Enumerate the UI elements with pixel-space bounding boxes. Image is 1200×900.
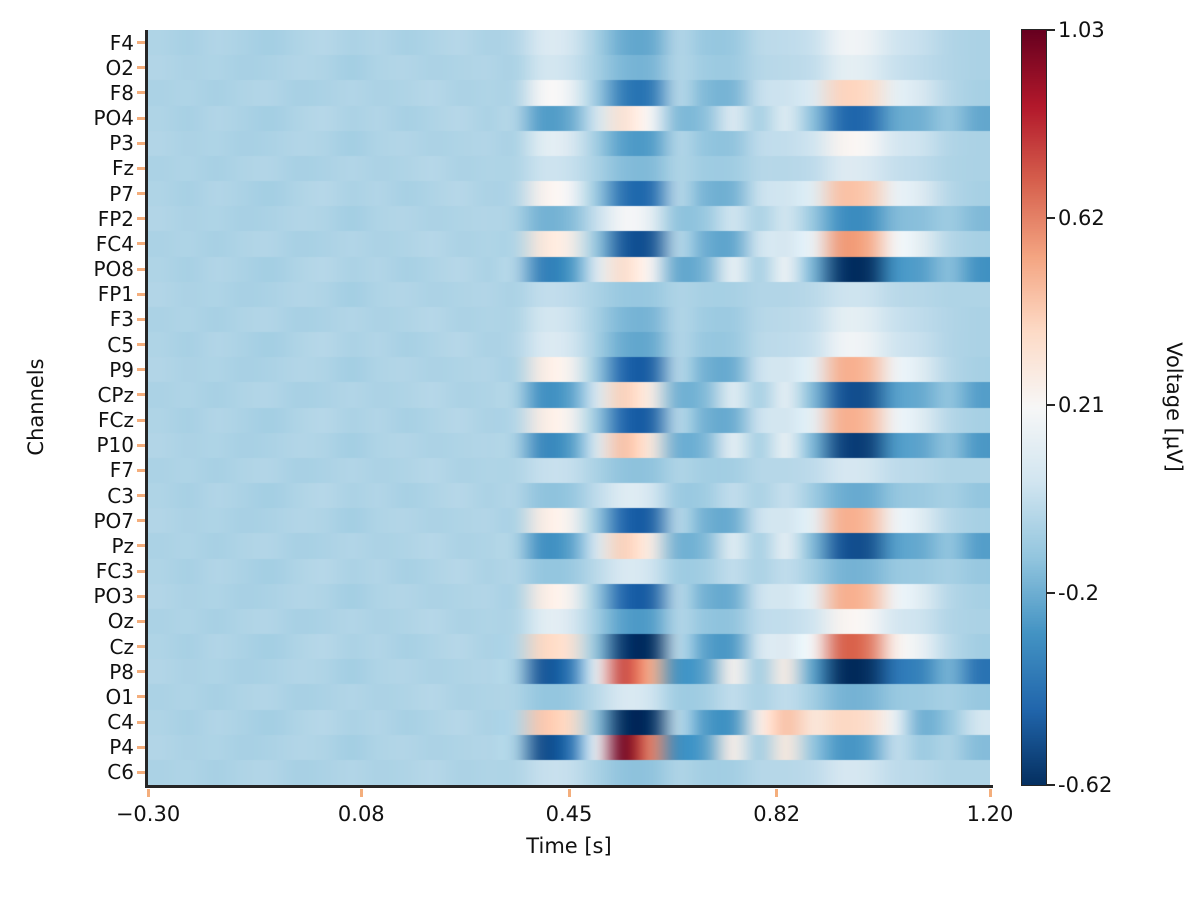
y-tick <box>137 141 145 145</box>
x-tick <box>775 789 779 797</box>
x-axis-spine <box>145 785 993 788</box>
channel-label: FCz <box>98 408 134 433</box>
y-tick <box>137 393 145 397</box>
colorbar-tick-label: 0.21 <box>1058 393 1105 418</box>
y-tick <box>137 116 145 120</box>
x-tick-label: 1.20 <box>966 802 1014 826</box>
channel-label: F3 <box>109 307 134 332</box>
x-tick <box>567 789 571 797</box>
colorbar-tick <box>1046 216 1055 219</box>
channel-label: PO3 <box>93 584 134 609</box>
colorbar-tick-label: 0.62 <box>1058 205 1105 230</box>
colorbar-title: Voltage [µV] <box>1162 342 1186 472</box>
y-tick <box>137 745 145 749</box>
channel-label: Oz <box>107 609 134 634</box>
channel-label: P7 <box>109 181 134 206</box>
x-tick-label: 0.82 <box>753 802 801 826</box>
y-tick <box>137 166 145 170</box>
channel-label: CPz <box>97 382 134 407</box>
channel-label: F4 <box>109 30 134 55</box>
channel-label: P4 <box>109 735 134 760</box>
colorbar-tick <box>1046 784 1055 786</box>
y-tick <box>137 292 145 296</box>
colorbar-tick <box>1046 591 1055 594</box>
channel-label: O1 <box>105 684 134 709</box>
y-tick <box>137 594 145 598</box>
y-axis-spine <box>145 30 148 788</box>
x-tick <box>146 789 150 797</box>
y-tick <box>137 695 145 699</box>
y-tick <box>137 645 145 649</box>
channel-label: C5 <box>107 332 134 357</box>
channel-label: F7 <box>109 458 134 483</box>
channel-label: P8 <box>109 659 134 684</box>
channel-label: FC3 <box>95 559 134 584</box>
x-axis-title: Time [s] <box>526 834 612 858</box>
x-tick-label: 0.08 <box>337 802 385 826</box>
colorbar-tick-label: -0.62 <box>1058 773 1113 797</box>
y-tick <box>137 770 145 774</box>
colorbar <box>1021 29 1047 786</box>
colorbar-tick-label: 1.03 <box>1058 18 1105 42</box>
channel-label: P3 <box>109 131 134 156</box>
y-tick <box>137 519 145 523</box>
channel-label: P9 <box>109 357 134 382</box>
channel-label: Fz <box>111 156 134 181</box>
y-tick <box>137 619 145 623</box>
channel-label: C4 <box>107 710 134 735</box>
y-tick <box>137 443 145 447</box>
channel-label: PO4 <box>93 106 134 131</box>
x-tick-label: −0.30 <box>115 802 181 826</box>
y-tick <box>137 670 145 674</box>
channel-label: C3 <box>107 483 134 508</box>
y-tick <box>137 267 145 271</box>
channel-label: PO8 <box>93 257 134 282</box>
channel-label: F8 <box>109 80 134 105</box>
y-tick <box>137 468 145 472</box>
heatmap-canvas <box>148 30 990 785</box>
channel-label: PO7 <box>93 508 134 533</box>
colorbar-tick <box>1046 404 1055 407</box>
x-tick-label: 0.45 <box>545 802 593 826</box>
y-tick <box>137 720 145 724</box>
y-tick <box>137 317 145 321</box>
channel-label: C6 <box>107 760 134 785</box>
channel-label: P10 <box>96 433 134 458</box>
channel-label: Pz <box>111 533 134 558</box>
channel-label: FP2 <box>97 206 134 231</box>
y-tick <box>137 494 145 498</box>
x-tick <box>988 789 992 797</box>
colorbar-tick-label: -0.2 <box>1058 580 1099 605</box>
y-tick <box>137 569 145 573</box>
channel-label: O2 <box>105 55 134 80</box>
y-tick <box>137 91 145 95</box>
y-tick <box>137 368 145 372</box>
x-tick <box>359 789 363 797</box>
y-tick <box>137 544 145 548</box>
y-tick <box>137 343 145 347</box>
y-tick <box>137 217 145 221</box>
channel-label: Cz <box>109 634 134 659</box>
y-tick <box>137 242 145 246</box>
channel-label: FC4 <box>95 231 134 256</box>
colorbar-tick <box>1046 29 1055 31</box>
y-tick <box>137 192 145 196</box>
y-tick <box>137 41 145 45</box>
channel-label: FP1 <box>97 282 134 307</box>
y-tick <box>137 418 145 422</box>
y-tick <box>137 66 145 70</box>
